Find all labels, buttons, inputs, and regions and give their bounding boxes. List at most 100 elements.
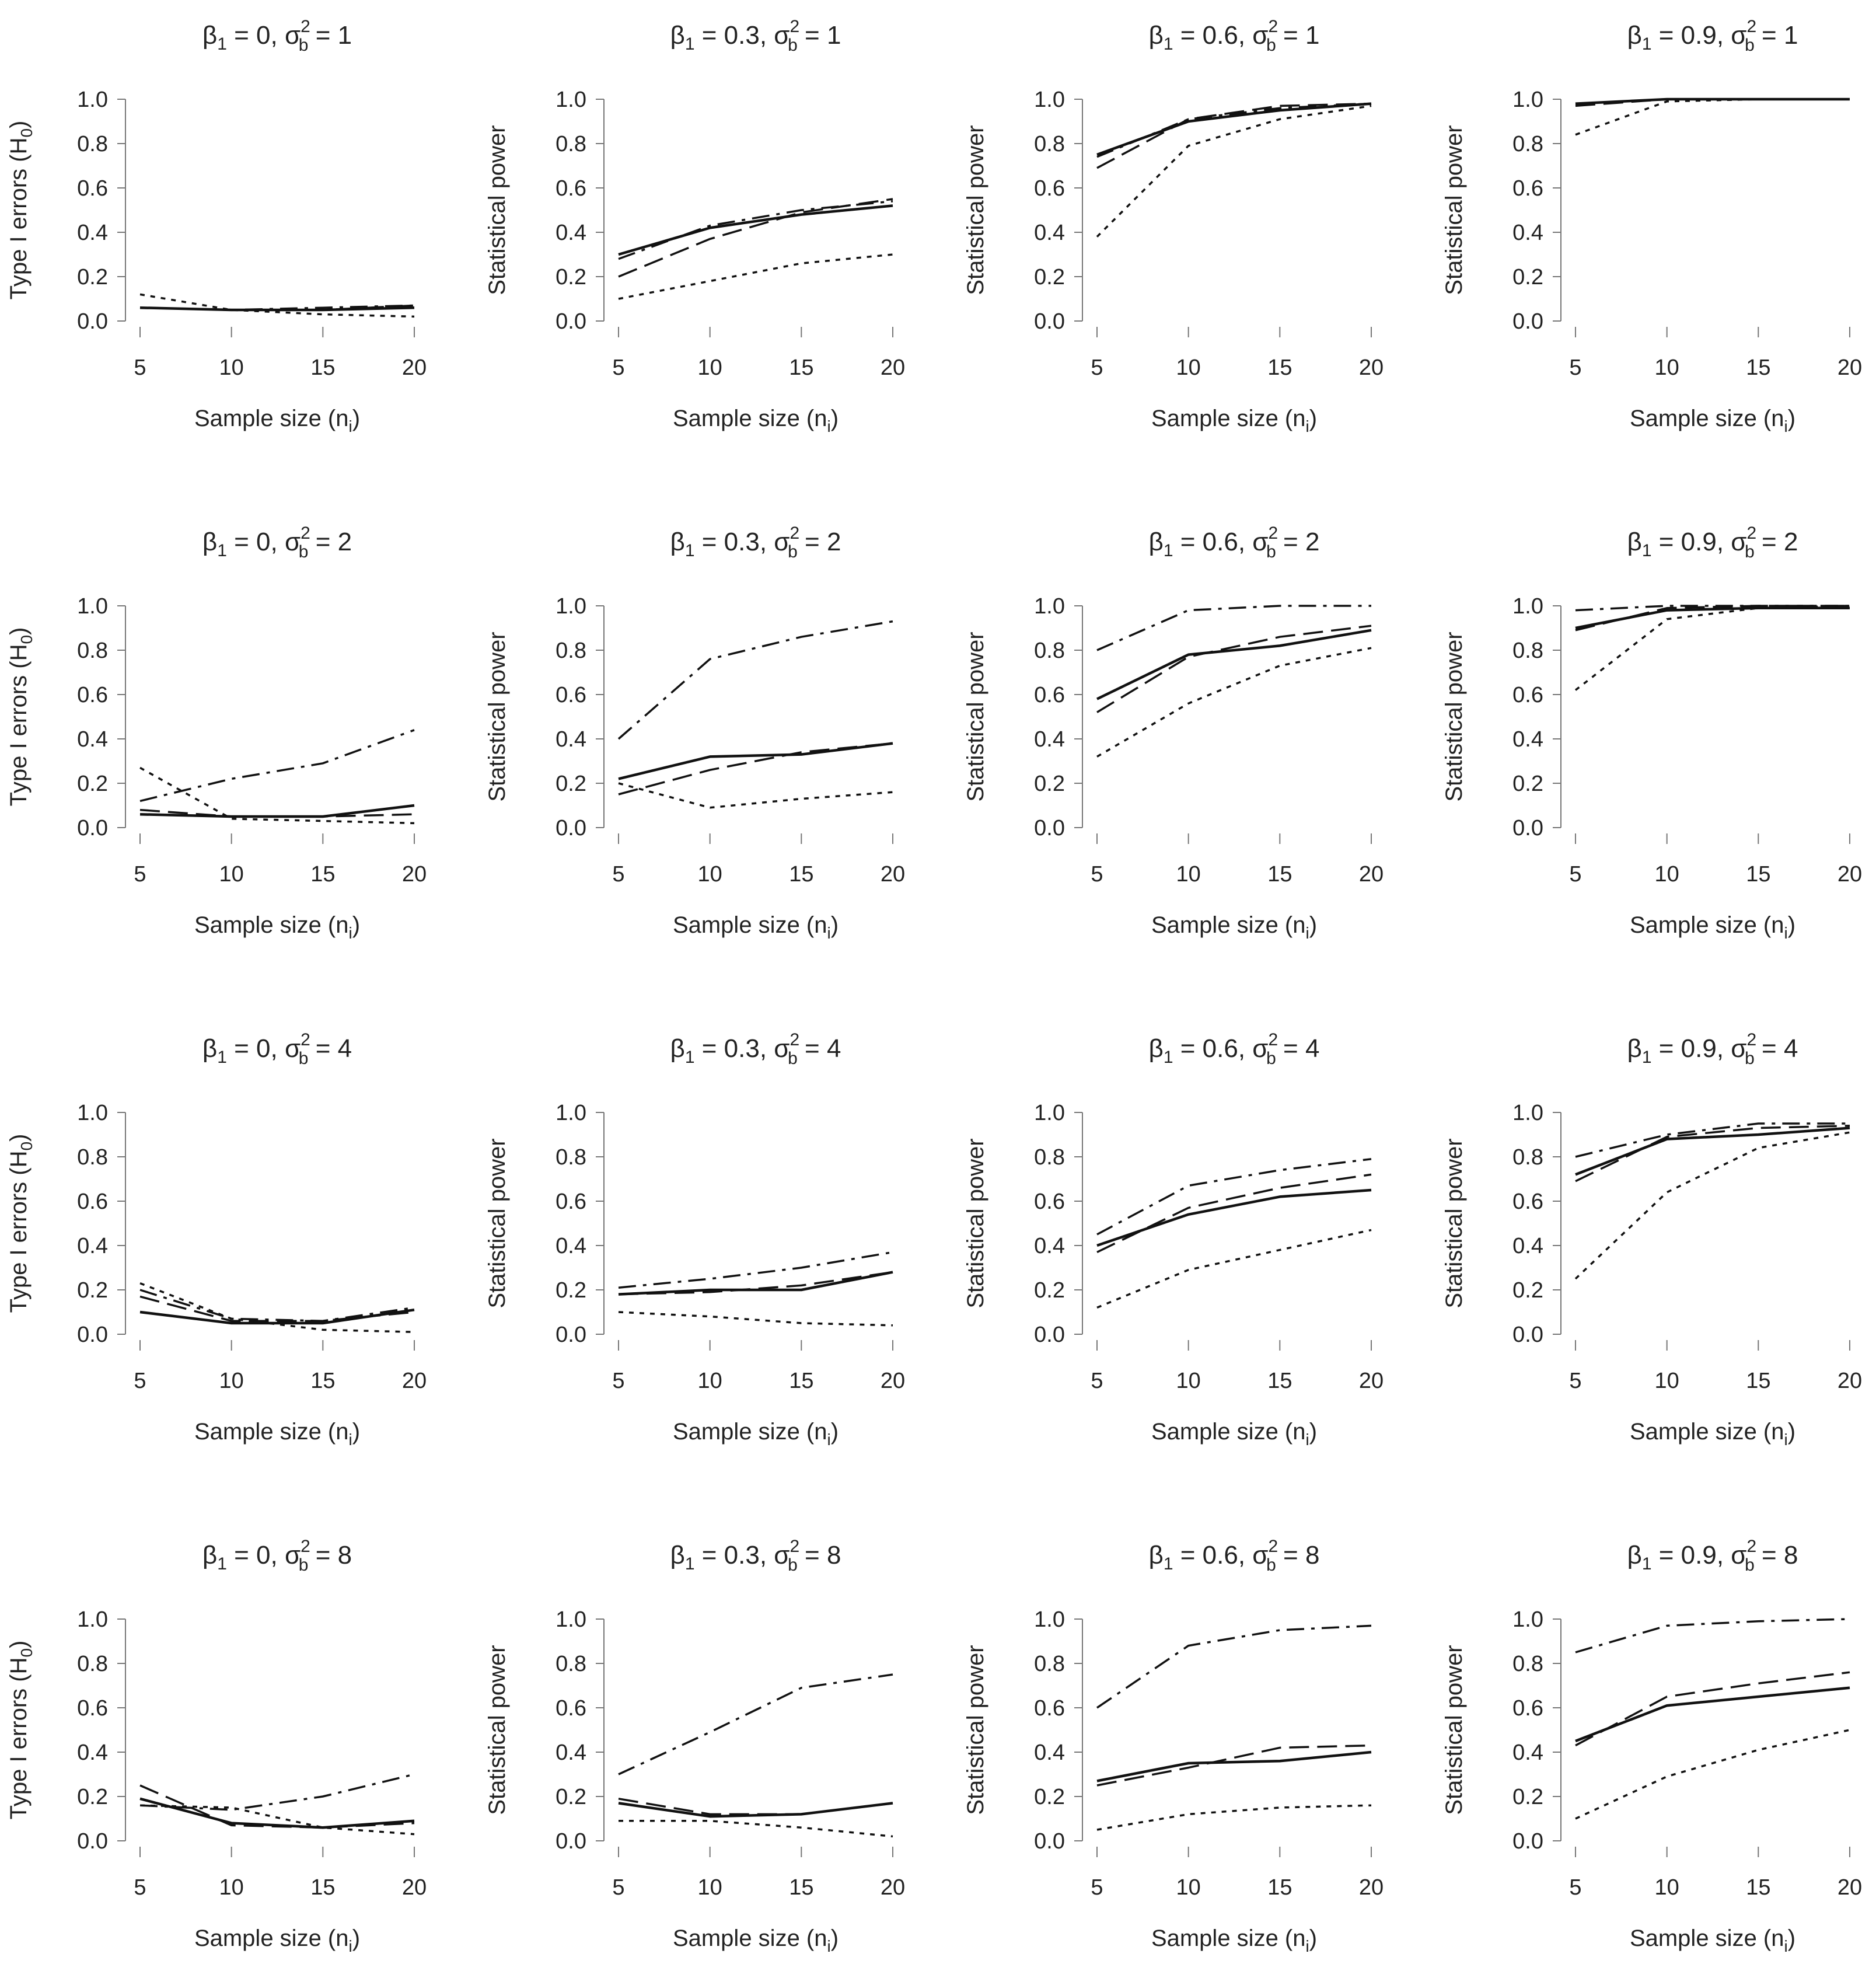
x-axis-label: Sample size (ni) — [1630, 406, 1795, 435]
y-tick-label: 1.0 — [556, 1607, 586, 1632]
x-axis-label: Sample size (ni) — [1151, 912, 1317, 942]
panel-13: β1 = 0, σ2 b = 8 0.0 0.2 0.4 0.6 0.8 1.0 5 10 15 20… — [6, 1537, 427, 1955]
series-line-dashdot — [618, 1251, 893, 1289]
series-line-dashed — [1575, 1671, 1850, 1747]
y-tick-label: 0.8 — [1512, 639, 1543, 663]
y-tick-label: 0.4 — [556, 1740, 586, 1765]
series-line-dashed — [618, 1271, 893, 1296]
series-line-dashed — [1575, 1125, 1850, 1182]
y-axis-label: Statistical power — [1441, 632, 1467, 801]
x-tick-label: 20 — [1359, 862, 1384, 887]
y-tick-label: 0.6 — [1034, 683, 1065, 707]
series-line-dotted — [1096, 104, 1372, 238]
series-line-dotted — [139, 1804, 415, 1836]
x-tick-label: 5 — [134, 1875, 146, 1900]
y-tick-label: 0.8 — [1034, 1145, 1065, 1170]
series-line-dotted — [618, 1311, 893, 1327]
series-line-dotted — [1096, 1804, 1372, 1831]
x-tick-label: 10 — [1655, 862, 1679, 887]
y-tick-label: 0.2 — [1512, 1785, 1543, 1809]
x-tick-label: 10 — [1655, 355, 1679, 380]
y-tick-label: 0.4 — [1034, 727, 1065, 752]
y-tick-label: 0.2 — [1512, 772, 1543, 796]
x-tick-label: 15 — [310, 1875, 335, 1900]
x-tick-label: 15 — [789, 1875, 813, 1900]
y-tick-label: 0.4 — [556, 727, 586, 752]
x-tick-label: 10 — [698, 862, 722, 887]
y-axis-label: Statistical power — [484, 632, 510, 801]
y-tick-label: 0.6 — [1512, 176, 1543, 201]
x-tick-label: 5 — [1091, 1875, 1103, 1900]
y-tick-label: 0.4 — [1512, 1234, 1543, 1258]
y-tick-label: 0.0 — [1034, 816, 1065, 840]
y-tick-label: 0.0 — [556, 1323, 586, 1347]
x-tick-label: 5 — [134, 355, 146, 380]
x-axis-label: Sample size (ni) — [194, 1925, 360, 1955]
x-tick-label: 10 — [1176, 355, 1201, 380]
x-tick-label: 15 — [310, 1369, 335, 1393]
x-tick-label: 10 — [219, 1875, 244, 1900]
y-tick-label: 0.8 — [77, 1145, 108, 1170]
panel-title: β1 = 0.6, σ2 b = 1 — [1149, 17, 1320, 55]
series-line-dashdot — [1575, 1122, 1850, 1158]
panel-title: β1 = 0.3, σ2 b = 1 — [670, 17, 841, 55]
y-tick-label: 0.2 — [556, 772, 586, 796]
y-tick-label: 0.8 — [1512, 1145, 1543, 1170]
x-tick-label: 20 — [1359, 355, 1384, 380]
y-tick-label: 0.8 — [1512, 132, 1543, 156]
panel-title: β1 = 0.3, σ2 b = 4 — [670, 1030, 841, 1068]
x-tick-label: 20 — [402, 862, 427, 887]
x-tick-label: 5 — [612, 355, 624, 380]
y-tick-label: 0.0 — [1512, 1829, 1543, 1854]
series-line-dashdot — [618, 200, 893, 260]
panel-3: β1 = 0.6, σ2 b = 1 0.0 0.2 0.4 0.6 0.8 1.0 5 10 15… — [963, 17, 1384, 435]
y-tick-label: 0.0 — [77, 1829, 108, 1854]
x-tick-label: 5 — [134, 1369, 146, 1393]
y-tick-label: 0.6 — [556, 1189, 586, 1214]
x-tick-label: 15 — [789, 355, 813, 380]
series-line-dashdot — [1096, 1158, 1372, 1236]
panel-5: β1 = 0, σ2 b = 2 0.0 0.2 0.4 0.6 0.8 1.0 5 10 15 20… — [6, 524, 427, 942]
x-tick-label: 10 — [698, 355, 722, 380]
x-tick-label: 5 — [1569, 355, 1581, 380]
y-tick-label: 0.0 — [1512, 816, 1543, 840]
series-line-dashdot — [618, 1673, 893, 1775]
y-axis-label: Statistical power — [963, 125, 988, 295]
x-tick-label: 5 — [1569, 862, 1581, 887]
x-tick-label: 5 — [1091, 355, 1103, 380]
x-tick-label: 10 — [1176, 862, 1201, 887]
y-tick-label: 1.0 — [1512, 1607, 1543, 1632]
x-tick-label: 20 — [402, 355, 427, 380]
panel-2: β1 = 0.3, σ2 b = 1 0.0 0.2 0.4 0.6 0.8 1.0 5 10 15… — [484, 17, 905, 435]
x-tick-label: 5 — [612, 1875, 624, 1900]
y-tick-label: 1.0 — [77, 1607, 108, 1632]
x-tick-label: 10 — [219, 862, 244, 887]
y-tick-label: 1.0 — [1512, 1101, 1543, 1125]
series-line-dashdot — [1096, 102, 1372, 158]
series-line-dashed — [1096, 1173, 1372, 1253]
panel-12: β1 = 0.9, σ2 b = 4 0.0 0.2 0.4 0.6 0.8 1.0 5 10 15… — [1441, 1030, 1862, 1449]
y-tick-label: 0.6 — [77, 176, 108, 201]
y-tick-label: 0.8 — [556, 1652, 586, 1676]
y-tick-label: 1.0 — [1512, 594, 1543, 619]
x-axis-label: Sample size (ni) — [673, 1925, 839, 1955]
series-line-dashdot — [139, 729, 415, 803]
y-tick-label: 0.0 — [556, 309, 586, 334]
panel-title: β1 = 0.9, σ2 b = 1 — [1627, 17, 1798, 55]
series-line-solid — [1575, 1126, 1850, 1176]
y-tick-label: 0.2 — [77, 772, 108, 796]
x-tick-label: 20 — [1837, 1369, 1862, 1393]
y-tick-label: 0.6 — [556, 176, 586, 201]
series-line-dotted — [619, 1820, 893, 1838]
y-tick-label: 0.8 — [77, 132, 108, 156]
x-tick-label: 15 — [1267, 862, 1292, 887]
y-tick-label: 0.8 — [1034, 1652, 1065, 1676]
x-tick-label: 20 — [402, 1369, 427, 1393]
y-tick-label: 1.0 — [556, 88, 586, 112]
y-tick-label: 0.6 — [77, 683, 108, 707]
y-tick-label: 0.0 — [556, 1829, 586, 1854]
y-tick-label: 0.2 — [556, 1278, 586, 1303]
series-line-dashdot — [1575, 1618, 1850, 1653]
x-tick-label: 20 — [1837, 862, 1862, 887]
x-tick-label: 15 — [1267, 355, 1292, 380]
